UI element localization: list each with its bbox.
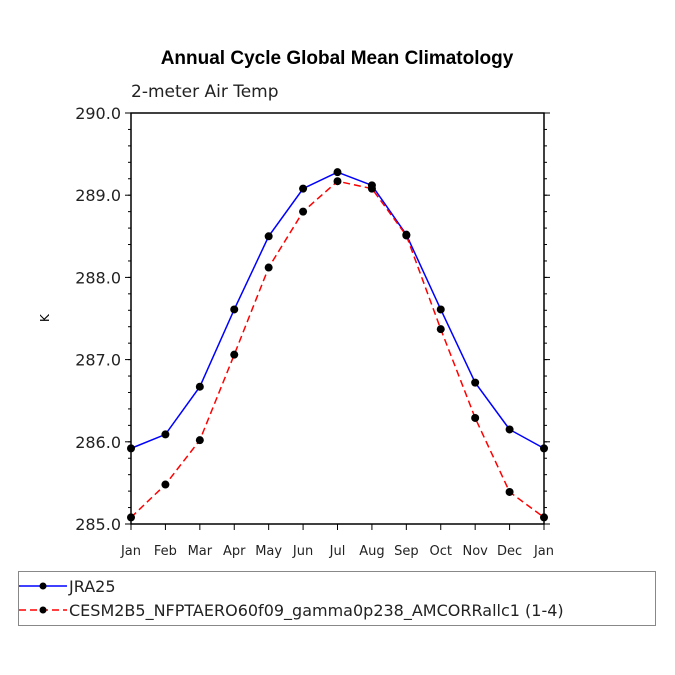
data-point-series-1 (299, 207, 308, 216)
x-tick-label: Jan (120, 544, 141, 559)
x-tick-label: Feb (154, 544, 177, 559)
y-tick-label: 290.0 (75, 104, 121, 123)
series-line-0 (130, 171, 545, 450)
x-tick-label: Aug (359, 544, 384, 559)
data-point-series-0 (471, 378, 480, 387)
y-tick-label: 287.0 (75, 351, 121, 370)
x-tick-label: Jun (292, 544, 313, 559)
data-point-series-0 (436, 305, 445, 314)
data-point-series-1 (505, 487, 514, 496)
series-line-1 (130, 180, 545, 519)
data-point-series-1 (264, 263, 273, 272)
data-point-series-0 (161, 430, 170, 439)
chart-subtitle: 2-meter Air Temp (131, 82, 279, 102)
data-point-series-1 (333, 177, 342, 186)
x-tick-label: Jan (533, 544, 554, 559)
legend-label: JRA25 (69, 576, 116, 596)
x-tick-label: Jul (329, 544, 346, 559)
plot-frame (130, 112, 545, 525)
data-point-series-0 (230, 305, 239, 314)
legend-line-red-dashed-icon (19, 606, 67, 614)
y-tick-label: 285.0 (75, 515, 121, 534)
legend-item-cesm: CESM2B5_NFPTAERO60f09_gamma0p238_AMCORRa… (19, 600, 564, 620)
legend: JRA25 CESM2B5_NFPTAERO60f09_gamma0p238_A… (18, 571, 656, 626)
data-point-series-1 (367, 184, 376, 193)
x-tick-label: Nov (462, 544, 488, 559)
chart-title: Annual Cycle Global Mean Climatology (161, 48, 514, 69)
legend-item-jra25: JRA25 (19, 576, 116, 596)
data-point-series-0 (299, 184, 308, 193)
data-point-series-1 (402, 231, 411, 240)
y-tick-label: 286.0 (75, 433, 121, 452)
data-point-series-0 (333, 168, 342, 177)
data-point-series-0 (264, 232, 273, 241)
x-tick-label: Mar (188, 544, 213, 559)
data-point-series-1 (436, 325, 445, 334)
data-point-series-1 (230, 350, 239, 359)
data-point-series-1 (161, 480, 170, 489)
y-tick-label: 288.0 (75, 268, 121, 287)
data-point-series-0 (505, 425, 514, 434)
legend-label: CESM2B5_NFPTAERO60f09_gamma0p238_AMCORRa… (69, 600, 564, 620)
data-point-series-0 (195, 382, 204, 391)
x-tick-label: Apr (223, 544, 246, 559)
x-tick-label: Oct (430, 544, 452, 559)
x-tick-label: Dec (497, 544, 522, 559)
x-tick-label: May (255, 544, 282, 559)
x-tick-label: Sep (394, 544, 419, 559)
y-axis-label: K (38, 313, 52, 322)
legend-line-blue-icon (19, 582, 67, 590)
y-tick-label: 289.0 (75, 186, 121, 205)
data-point-series-1 (195, 436, 204, 445)
data-point-series-1 (471, 413, 480, 422)
